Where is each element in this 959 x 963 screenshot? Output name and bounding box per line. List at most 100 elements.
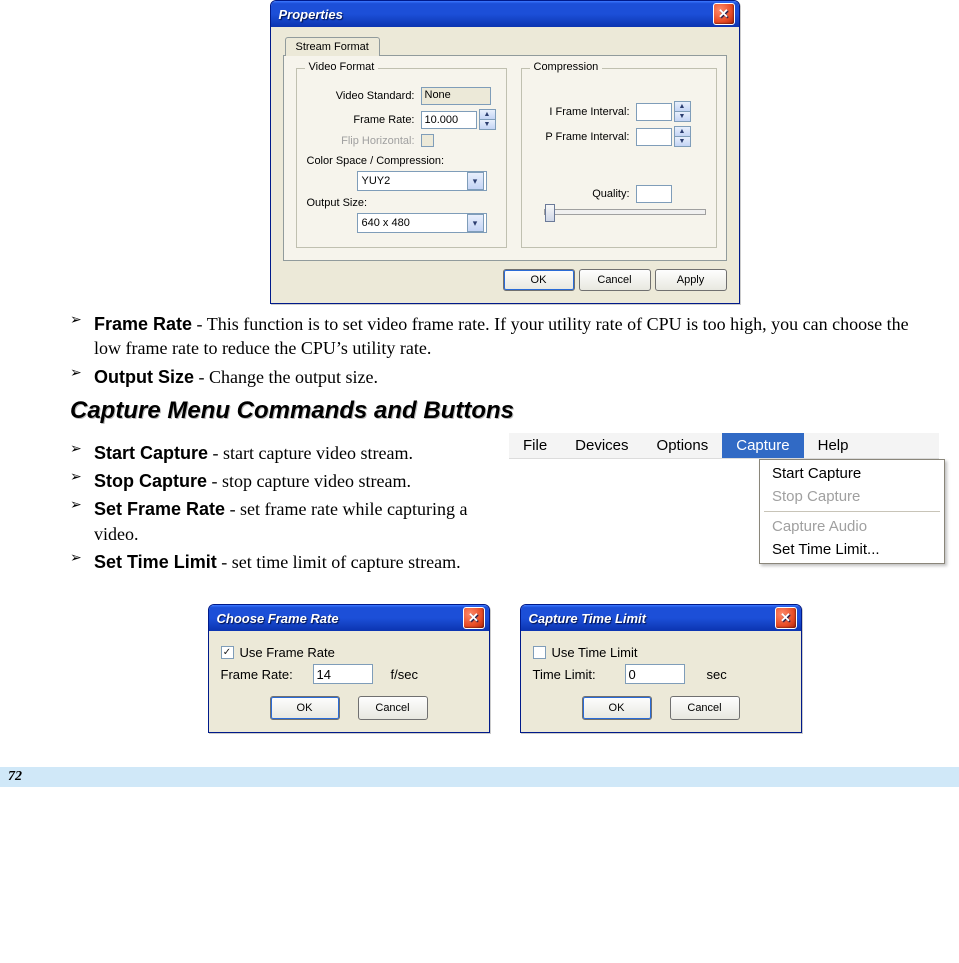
close-icon[interactable]: ✕ bbox=[775, 607, 797, 629]
label-flip-horizontal: Flip Horizontal: bbox=[307, 135, 421, 147]
menu-item-file[interactable]: File bbox=[509, 433, 561, 458]
tab-stream-format[interactable]: Stream Format bbox=[285, 37, 380, 56]
menu-item-set-time-limit[interactable]: Set Time Limit... bbox=[762, 538, 942, 561]
frame-rate-unit: f/sec bbox=[391, 667, 418, 682]
description: - This function is to set video frame ra… bbox=[94, 314, 909, 358]
description: - Change the output size. bbox=[194, 367, 378, 387]
menu-item-start-capture[interactable]: Start Capture bbox=[762, 462, 942, 485]
frame-rate-dialog: Choose Frame Rate ✕ ✓ Use Frame Rate Fra… bbox=[208, 604, 490, 733]
quality-input[interactable] bbox=[636, 185, 672, 203]
output-size-value: 640 x 480 bbox=[362, 217, 410, 229]
frame-rate-value-label: Frame Rate: bbox=[221, 667, 313, 682]
menu-item-stop-capture: Stop Capture bbox=[762, 485, 942, 508]
term: Start Capture bbox=[94, 443, 208, 463]
cancel-button[interactable]: Cancel bbox=[358, 696, 428, 720]
list-item: Start Capture - start capture video stre… bbox=[70, 441, 491, 465]
close-icon[interactable]: ✕ bbox=[463, 607, 485, 629]
legend-video-format: Video Format bbox=[305, 61, 379, 73]
frame-rate-spinner[interactable]: ▲ ▼ bbox=[479, 109, 496, 130]
term: Output Size bbox=[94, 367, 194, 387]
properties-title: Properties bbox=[279, 7, 343, 22]
term: Frame Rate bbox=[94, 314, 192, 334]
list-item: Frame Rate - This function is to set vid… bbox=[70, 312, 939, 361]
group-video-format: Video Format Video Standard: None Frame … bbox=[296, 68, 507, 248]
label-colorspace: Color Space / Compression: bbox=[307, 155, 451, 167]
time-limit-value-input[interactable] bbox=[625, 664, 685, 684]
term: Stop Capture bbox=[94, 471, 207, 491]
page-number: 72 bbox=[8, 769, 22, 785]
menu-item-options[interactable]: Options bbox=[643, 433, 723, 458]
spinner-up-icon[interactable]: ▲ bbox=[675, 102, 690, 112]
label-video-standard: Video Standard: bbox=[307, 90, 421, 102]
term: Set Frame Rate bbox=[94, 499, 225, 519]
menu-separator bbox=[764, 511, 940, 512]
menu-bar: FileDevicesOptionsCaptureHelp bbox=[509, 433, 939, 459]
menu-screenshot: FileDevicesOptionsCaptureHelp Start Capt… bbox=[509, 433, 939, 564]
spinner-up-icon[interactable]: ▲ bbox=[675, 127, 690, 137]
menu-item-devices[interactable]: Devices bbox=[561, 433, 642, 458]
iframe-input[interactable] bbox=[636, 103, 672, 121]
bullets-frame-output: Frame Rate - This function is to set vid… bbox=[70, 312, 939, 389]
quality-slider[interactable] bbox=[544, 209, 706, 215]
label-frame-rate: Frame Rate: bbox=[307, 114, 421, 126]
term: Set Time Limit bbox=[94, 552, 217, 572]
frame-rate-titlebar: Choose Frame Rate ✕ bbox=[209, 605, 489, 631]
frame-rate-input[interactable] bbox=[421, 111, 477, 129]
spinner-down-icon[interactable]: ▼ bbox=[675, 112, 690, 121]
bullets-capture: Start Capture - start capture video stre… bbox=[70, 441, 491, 574]
legend-compression: Compression bbox=[530, 61, 603, 73]
ok-button[interactable]: OK bbox=[270, 696, 340, 720]
chevron-down-icon[interactable]: ▾ bbox=[467, 214, 484, 232]
time-limit-title: Capture Time Limit bbox=[529, 611, 647, 626]
label-output-size: Output Size: bbox=[307, 197, 374, 209]
apply-button[interactable]: Apply bbox=[655, 269, 727, 291]
tab-panel: Video Format Video Standard: None Frame … bbox=[283, 55, 727, 261]
use-time-limit-checkbox[interactable] bbox=[533, 646, 546, 659]
spinner-down-icon[interactable]: ▼ bbox=[675, 137, 690, 146]
iframe-spinner[interactable]: ▲ ▼ bbox=[674, 101, 691, 122]
flip-horizontal-checkbox bbox=[421, 134, 434, 147]
use-frame-rate-checkbox[interactable]: ✓ bbox=[221, 646, 234, 659]
spinner-up-icon[interactable]: ▲ bbox=[480, 110, 495, 120]
description: - start capture video stream. bbox=[208, 443, 413, 463]
label-quality: Quality: bbox=[532, 188, 636, 200]
close-icon[interactable]: ✕ bbox=[713, 3, 735, 25]
list-item: Set Time Limit - set time limit of captu… bbox=[70, 550, 491, 574]
chevron-down-icon[interactable]: ▾ bbox=[467, 172, 484, 190]
menu-item-capture[interactable]: Capture bbox=[722, 433, 803, 458]
pframe-spinner[interactable]: ▲ ▼ bbox=[674, 126, 691, 147]
time-limit-titlebar: Capture Time Limit ✕ bbox=[521, 605, 801, 631]
time-limit-dialog: Capture Time Limit ✕ Use Time Limit Time… bbox=[520, 604, 802, 733]
menu-item-help[interactable]: Help bbox=[804, 433, 863, 458]
output-size-select[interactable]: 640 x 480 ▾ bbox=[357, 213, 487, 233]
spinner-down-icon[interactable]: ▼ bbox=[480, 120, 495, 129]
list-item: Output Size - Change the output size. bbox=[70, 365, 939, 389]
frame-rate-value-input[interactable] bbox=[313, 664, 373, 684]
use-frame-rate-label: Use Frame Rate bbox=[240, 645, 335, 660]
video-standard-value: None bbox=[421, 87, 491, 105]
slider-thumb-icon[interactable] bbox=[545, 204, 555, 222]
cancel-button[interactable]: Cancel bbox=[579, 269, 651, 291]
menu-item-capture-audio: Capture Audio bbox=[762, 515, 942, 538]
properties-titlebar: Properties ✕ bbox=[271, 1, 739, 27]
label-pframe: P Frame Interval: bbox=[532, 131, 636, 143]
time-limit-unit: sec bbox=[707, 667, 727, 682]
description: - set time limit of capture stream. bbox=[217, 552, 461, 572]
cancel-button[interactable]: Cancel bbox=[670, 696, 740, 720]
description: - stop capture video stream. bbox=[207, 471, 411, 491]
heading-capture-menu: Capture Menu Commands and Buttons bbox=[70, 397, 939, 425]
ok-button[interactable]: OK bbox=[582, 696, 652, 720]
capture-dropdown: Start CaptureStop Capture Capture AudioSe… bbox=[759, 459, 945, 564]
group-compression: Compression I Frame Interval: ▲ ▼ bbox=[521, 68, 717, 248]
label-iframe: I Frame Interval: bbox=[532, 106, 636, 118]
frame-rate-title: Choose Frame Rate bbox=[217, 611, 339, 626]
pframe-input[interactable] bbox=[636, 128, 672, 146]
colorspace-value: YUY2 bbox=[362, 175, 391, 187]
list-item: Stop Capture - stop capture video stream… bbox=[70, 469, 491, 493]
ok-button[interactable]: OK bbox=[503, 269, 575, 291]
page-number-bar: 72 bbox=[0, 767, 959, 787]
use-time-limit-label: Use Time Limit bbox=[552, 645, 638, 660]
colorspace-select[interactable]: YUY2 ▾ bbox=[357, 171, 487, 191]
properties-dialog: Properties ✕ Stream Format Video Format … bbox=[270, 0, 740, 304]
time-limit-value-label: Time Limit: bbox=[533, 667, 625, 682]
